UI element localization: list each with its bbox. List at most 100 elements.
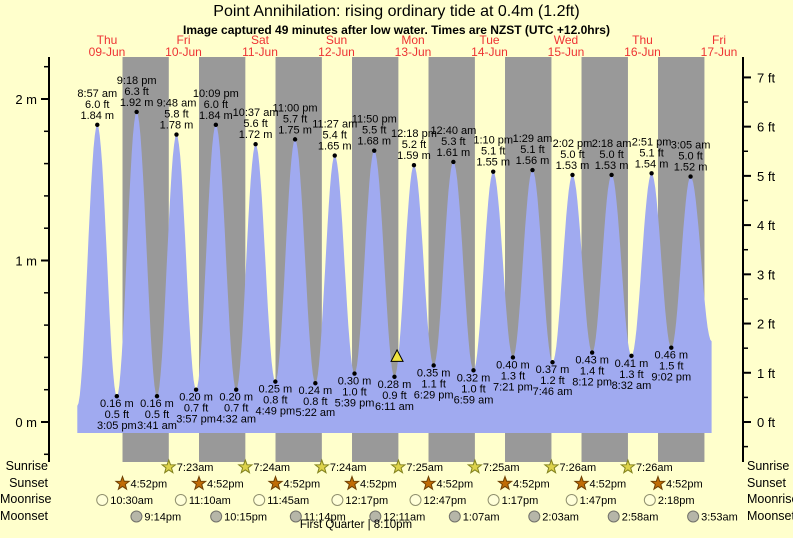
moonset-circle-icon: [448, 510, 461, 523]
high-tide-dot: [491, 169, 496, 174]
low-tide-time: 6:59 am: [454, 394, 494, 406]
moonrise-entry: 11:10am: [174, 494, 231, 507]
low-tide-height-ft: 0.5 ft: [105, 409, 129, 421]
low-tide-annotation: 0.24 m0.8 ft5:22 am: [295, 381, 335, 419]
moonrise-time: 12:47pm: [423, 495, 466, 507]
day-label-date: 14-Jun: [471, 45, 508, 59]
sunset-entry: 4:52pm: [191, 475, 244, 491]
low-tide-time: 4:32 am: [216, 414, 256, 426]
moonrise-circle-icon: [643, 494, 656, 506]
sunrise-star-icon: [543, 458, 560, 474]
moonrise-time: 12:17pm: [345, 495, 388, 507]
low-tide-height-ft: 1.0 ft: [461, 383, 485, 395]
moonset-time: 12:11am: [383, 512, 425, 524]
high-tide-annotation: 1:10 pm5.1 ft1.55 m: [473, 135, 513, 174]
high-tide-height-ft: 5.1 ft: [520, 144, 544, 156]
high-tide-time: 11:50 pm: [352, 114, 397, 126]
low-tide-height-ft: 1.3 ft: [619, 369, 643, 381]
high-tide-height-ft: 5.6 ft: [243, 118, 267, 130]
sunset-star-icon: [650, 475, 667, 491]
sunrise-time: 7:25am: [406, 462, 443, 474]
sunrise-entry: 7:23am: [160, 458, 214, 474]
low-tide-annotation: 0.35 m1.1 ft6:29 pm: [414, 363, 454, 401]
low-tide-dot: [154, 393, 160, 399]
sunrise-star-icon: [619, 458, 636, 474]
sunrise-time: 7:26am: [636, 462, 673, 474]
high-tide-annotation: 2:18 am5.0 ft1.53 m: [592, 138, 631, 178]
moonset-time: 3:53am: [701, 512, 738, 524]
low-tide-time: 6:11 am: [375, 401, 414, 413]
high-tide-dot: [253, 142, 258, 147]
moonset-time: 2:03am: [542, 512, 579, 524]
high-tide-time: 12:18 pm: [391, 128, 437, 140]
low-tide-height-ft: 0.8 ft: [263, 395, 287, 407]
high-tide-annotation: 11:50 pm5.5 ft1.68 m: [352, 114, 397, 153]
low-tide-height-m: 0.35 m: [417, 367, 451, 379]
sunrise-time: 7:24am: [330, 462, 367, 474]
moonrise-time: 1:17pm: [502, 495, 539, 507]
day-label-weekday: Fri: [177, 33, 191, 47]
sunset-entry: 4:52pm: [573, 475, 626, 491]
moonrise-time: 1:47pm: [580, 495, 617, 507]
moonrise-circle-icon: [331, 494, 344, 506]
moonrise-time: 11:10am: [189, 495, 231, 507]
low-tide-dot: [550, 360, 555, 365]
high-tide-height-ft: 5.1 ft: [639, 147, 663, 159]
high-tide-height-ft: 5.7 ft: [283, 113, 307, 125]
high-tide-time: 8:57 am: [77, 88, 117, 100]
day-label-weekday: Fri: [712, 33, 726, 47]
high-tide-height-ft: 6.3 ft: [124, 86, 148, 98]
right-axis-tick-label: 2 ft: [757, 317, 775, 332]
moonrise-row-label-left: Moonrise: [0, 492, 52, 506]
high-tide-height-m: 1.54 m: [635, 158, 669, 170]
low-tide-dot: [431, 363, 436, 368]
low-tide-height-ft: 1.3 ft: [501, 370, 525, 382]
sunset-time: 4:52pm: [437, 479, 474, 491]
moonrise-entry: 1:47pm: [565, 494, 617, 507]
high-tide-time: 2:51 pm: [632, 136, 672, 148]
moonset-circle-icon: [687, 510, 700, 523]
moonset-time: 2:58am: [622, 512, 659, 524]
high-tide-time: 3:05 am: [671, 140, 711, 152]
moonrise-entry: 1:17pm: [487, 494, 539, 507]
right-axis-tick-label: 7 ft: [757, 70, 775, 85]
low-tide-height-m: 0.46 m: [654, 350, 688, 362]
high-tide-time: 9:18 pm: [117, 75, 157, 87]
day-label-date: 12-Jun: [318, 45, 355, 59]
low-tide-time: 7:46 am: [533, 386, 573, 398]
high-tide-dot: [372, 148, 377, 153]
high-tide-height-ft: 5.0 ft: [560, 149, 584, 161]
low-tide-time: 4:49 pm: [255, 406, 295, 418]
low-tide-height-ft: 1.5 ft: [659, 361, 683, 373]
low-tide-time: 5:22 am: [295, 407, 335, 419]
sunrise-time: 7:24am: [253, 462, 290, 474]
high-tide-height-ft: 5.1 ft: [481, 146, 505, 158]
high-tide-annotation: 2:02 pm5.0 ft1.53 m: [553, 138, 592, 178]
high-tide-dot: [609, 172, 614, 178]
low-tide-time: 6:29 pm: [414, 389, 454, 401]
low-tide-dot: [114, 393, 120, 399]
high-tide-height-m: 1.75 m: [278, 124, 312, 136]
low-tide-height-m: 0.40 m: [496, 359, 530, 371]
low-tide-annotation: 0.43 m1.4 ft8:12 pm: [572, 350, 612, 389]
sunrise-time: 7:23am: [177, 462, 214, 474]
low-tide-height-m: 0.20 m: [219, 392, 253, 404]
low-tide-annotation: 0.46 m1.5 ft9:02 pm: [651, 345, 691, 384]
sunset-time: 4:52pm: [513, 479, 550, 491]
sunset-star-icon: [497, 475, 514, 491]
high-tide-height-ft: 5.0 ft: [678, 151, 702, 163]
moonset-time: 1:07am: [463, 512, 500, 524]
low-tide-height-m: 0.25 m: [259, 384, 293, 396]
low-tide-annotation: 0.32 m1.0 ft6:59 am: [454, 368, 494, 406]
moonset-time: 11:14pm: [304, 512, 346, 524]
sunset-time: 4:52pm: [360, 479, 397, 491]
moonrise-entry: 2:18pm: [643, 494, 695, 507]
high-tide-dot: [570, 172, 575, 178]
left-axis-tick-label: 1 m: [15, 254, 37, 269]
high-tide-dot: [213, 122, 219, 128]
low-tide-dot: [629, 353, 634, 358]
high-tide-dot: [134, 109, 139, 115]
